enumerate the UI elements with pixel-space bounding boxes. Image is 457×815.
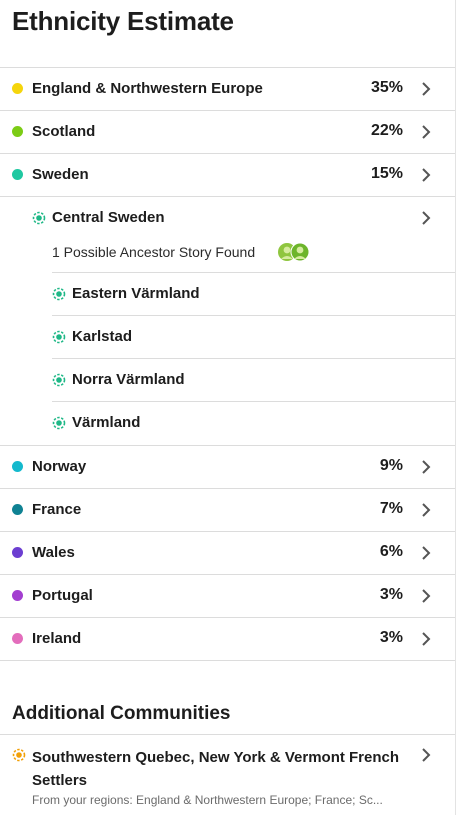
region-color-dot xyxy=(12,126,23,137)
region-row-england[interactable]: England & Northwestern Europe 35% xyxy=(0,67,455,110)
region-name: Sweden xyxy=(32,166,89,183)
chevron-right-icon[interactable] xyxy=(421,631,431,647)
region-row-france[interactable]: France 7% xyxy=(0,488,455,531)
community-ring-icon xyxy=(32,211,46,230)
list-divider xyxy=(0,660,455,661)
region-row-ireland[interactable]: Ireland 3% xyxy=(0,617,455,660)
region-percent: 7% xyxy=(379,500,403,517)
community-ring-icon xyxy=(52,330,66,349)
region-row-wales[interactable]: Wales 6% xyxy=(0,531,455,574)
region-name: Norway xyxy=(32,458,87,475)
location-name: Karlstad xyxy=(72,328,133,345)
region-color-dot xyxy=(12,547,23,558)
ancestor-story-text: 1 Possible Ancestor Story Found xyxy=(52,244,256,260)
chevron-right-icon[interactable] xyxy=(421,81,431,97)
location-row[interactable]: Värmland xyxy=(52,402,455,445)
location-row[interactable]: Karlstad xyxy=(52,316,455,359)
region-row-scotland[interactable]: Scotland 22% xyxy=(0,110,455,153)
location-name: Eastern Värmland xyxy=(72,285,200,302)
location-row[interactable]: Norra Värmland xyxy=(52,359,455,402)
additional-communities-heading: Additional Communities xyxy=(12,703,231,724)
location-name: Värmland xyxy=(72,414,141,431)
community-ring-icon xyxy=(52,416,66,435)
community-name: Central Sweden xyxy=(52,209,165,226)
region-name: Scotland xyxy=(32,123,96,140)
region-color-dot xyxy=(12,83,23,94)
region-color-dot xyxy=(12,504,23,515)
community-ring-icon xyxy=(52,287,66,306)
region-name: France xyxy=(32,501,82,518)
chevron-right-icon[interactable] xyxy=(421,210,431,226)
region-percent: 35% xyxy=(370,79,403,96)
region-color-dot xyxy=(12,461,23,472)
chevron-right-icon[interactable] xyxy=(421,747,431,763)
region-name: England & Northwestern Europe xyxy=(32,80,263,97)
community-ring-icon xyxy=(52,373,66,392)
chevron-right-icon[interactable] xyxy=(421,502,431,518)
region-list: England & Northwestern Europe 35% Scotla… xyxy=(0,67,455,661)
region-percent: 9% xyxy=(379,457,403,474)
region-name: Ireland xyxy=(32,630,82,647)
region-row-portugal[interactable]: Portugal 3% xyxy=(0,574,455,617)
region-color-dot xyxy=(12,590,23,601)
region-color-dot xyxy=(12,633,23,644)
community-name: Southwestern Quebec, New York & Vermont … xyxy=(32,749,400,789)
location-row[interactable]: Eastern Värmland xyxy=(52,273,455,316)
region-name: Wales xyxy=(32,544,75,561)
chevron-right-icon[interactable] xyxy=(421,167,431,183)
community-row-central-sweden[interactable]: Central Sweden xyxy=(0,197,455,240)
region-percent: 3% xyxy=(379,629,403,646)
region-color-dot xyxy=(12,169,23,180)
region-percent: 3% xyxy=(379,586,403,603)
region-percent: 15% xyxy=(370,165,403,182)
chevron-right-icon[interactable] xyxy=(421,545,431,561)
region-percent: 22% xyxy=(370,122,403,139)
chevron-right-icon[interactable] xyxy=(421,459,431,475)
ancestor-story-link[interactable]: 1 Possible Ancestor Story Found xyxy=(52,240,455,273)
community-ring-icon xyxy=(12,748,26,767)
chevron-right-icon[interactable] xyxy=(421,588,431,604)
chevron-right-icon[interactable] xyxy=(421,124,431,140)
page-title: Ethnicity Estimate xyxy=(12,6,234,36)
sweden-detail: Central Sweden 1 Possible Ancestor Story… xyxy=(0,196,455,445)
region-name: Portugal xyxy=(32,587,93,604)
additional-community-row[interactable]: Southwestern Quebec, New York & Vermont … xyxy=(0,734,455,815)
community-source-text: From your regions: England & Northwester… xyxy=(32,793,383,807)
region-percent: 6% xyxy=(379,543,403,560)
ancestor-story-avatars-icon xyxy=(276,241,312,263)
region-row-sweden[interactable]: Sweden 15% xyxy=(0,153,455,196)
region-row-norway[interactable]: Norway 9% xyxy=(0,445,455,488)
location-name: Norra Värmland xyxy=(72,371,185,388)
